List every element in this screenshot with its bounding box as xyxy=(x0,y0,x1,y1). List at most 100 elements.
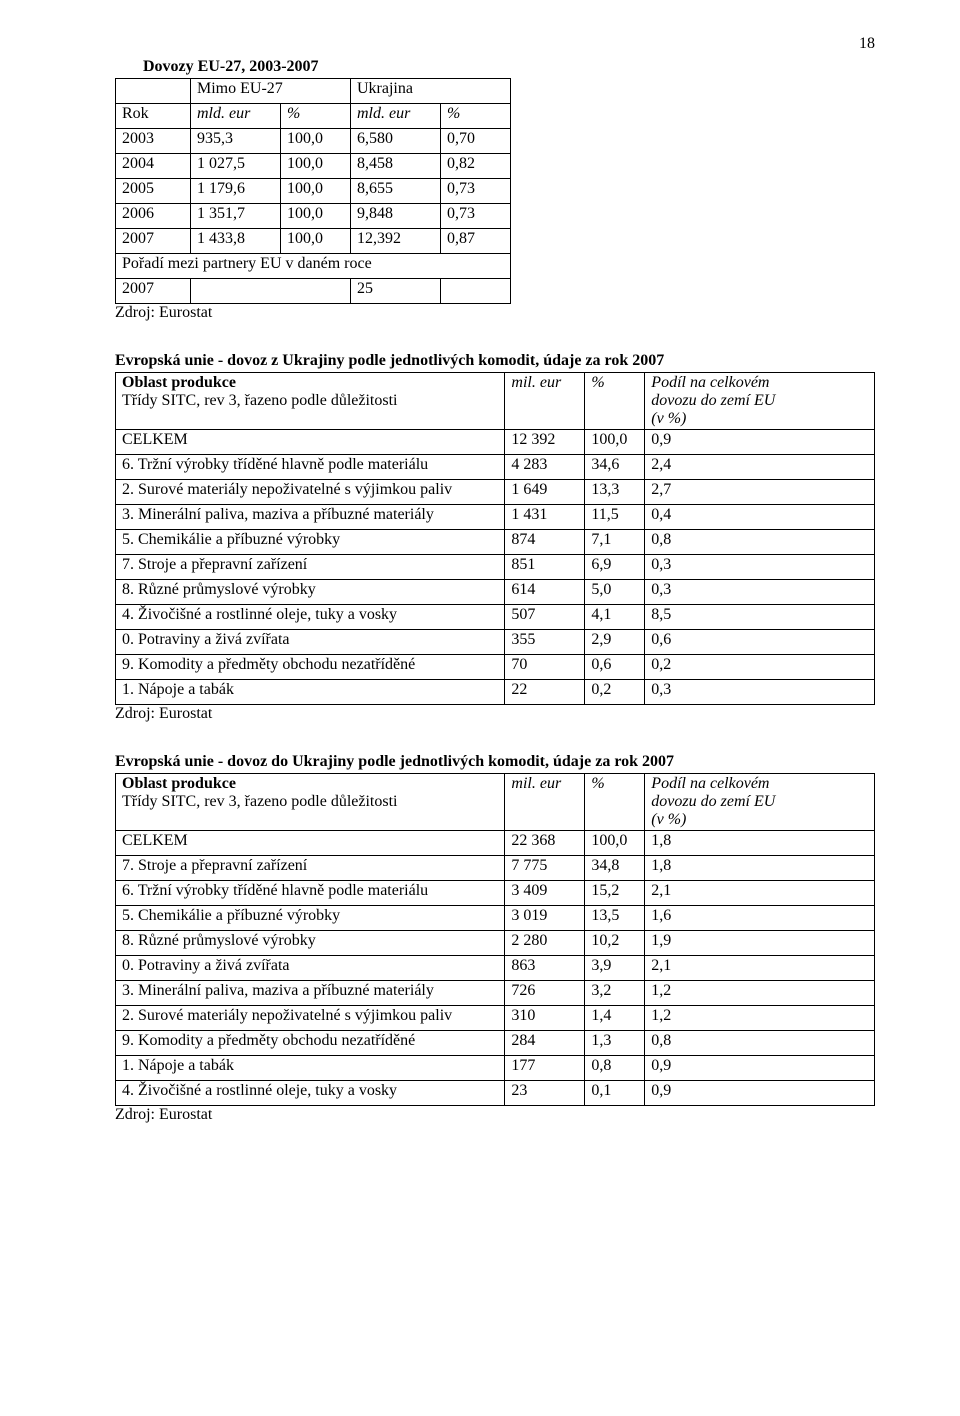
table-cell: 2,4 xyxy=(645,455,875,480)
table-cell: 13,3 xyxy=(585,480,645,505)
table-cell: 4,1 xyxy=(585,605,645,630)
table-cell: 1. Nápoje a tabák xyxy=(116,680,505,705)
table-cell: 726 xyxy=(505,981,585,1006)
table-cell: % xyxy=(585,774,645,831)
table-cell: 6,9 xyxy=(585,555,645,580)
table-cell: 2006 xyxy=(116,204,191,229)
table-cell: 6. Tržní výrobky tříděné hlavně podle ma… xyxy=(116,881,505,906)
table-cell: 0,6 xyxy=(645,630,875,655)
table-cell: 25 xyxy=(351,279,441,304)
table-cell: 1,6 xyxy=(645,906,875,931)
table-cell: 100,0 xyxy=(281,129,351,154)
table-cell: 12 392 xyxy=(505,430,585,455)
table-cell: 2007 xyxy=(116,279,191,304)
table-cell: 100,0 xyxy=(281,229,351,254)
table-cell: Oblast produkceTřídy SITC, rev 3, řazeno… xyxy=(116,373,505,430)
table-cell xyxy=(441,279,511,304)
table-cell: 0,73 xyxy=(441,204,511,229)
table-cell: 5. Chemikálie a příbuzné výrobky xyxy=(116,530,505,555)
table-cell: 2,7 xyxy=(645,480,875,505)
table-cell: 8. Různé průmyslové výrobky xyxy=(116,931,505,956)
table-cell: 863 xyxy=(505,956,585,981)
table-cell: 2 280 xyxy=(505,931,585,956)
table-cell: 70 xyxy=(505,655,585,680)
table-cell: 1,2 xyxy=(645,1006,875,1031)
table-cell: 177 xyxy=(505,1056,585,1081)
table-cell: Oblast produkceTřídy SITC, rev 3, řazeno… xyxy=(116,774,505,831)
imports-block: Dovozy EU-27, 2003-2007 Mimo EU-27Ukraji… xyxy=(115,58,875,322)
table-cell: 874 xyxy=(505,530,585,555)
table-cell: 1 649 xyxy=(505,480,585,505)
source-label: Zdroj: Eurostat xyxy=(115,1106,875,1124)
table-cell: % xyxy=(585,373,645,430)
table-cell: 8,458 xyxy=(351,154,441,179)
export-commodity-block: Evropská unie - dovoz do Ukrajiny podle … xyxy=(115,753,875,1124)
table-cell: 11,5 xyxy=(585,505,645,530)
table-cell: Rok xyxy=(116,104,191,129)
table-cell: 355 xyxy=(505,630,585,655)
table-cell: 3,9 xyxy=(585,956,645,981)
table-cell: Podíl na celkovémdovozu do zemí EU(v %) xyxy=(645,373,875,430)
table-cell: 2007 xyxy=(116,229,191,254)
table-cell: 0,9 xyxy=(645,1056,875,1081)
table-cell: 100,0 xyxy=(281,154,351,179)
table-cell: 9,848 xyxy=(351,204,441,229)
table-cell: 0,8 xyxy=(585,1056,645,1081)
table-cell: 9. Komodity a předměty obchodu nezatřídě… xyxy=(116,655,505,680)
table-cell: % xyxy=(441,104,511,129)
page: 18 Dovozy EU-27, 2003-2007 Mimo EU-27Ukr… xyxy=(0,0,960,1416)
table-cell: 34,6 xyxy=(585,455,645,480)
imports-title: Dovozy EU-27, 2003-2007 xyxy=(143,58,875,76)
export-commodity-title: Evropská unie - dovoz do Ukrajiny podle … xyxy=(115,753,875,771)
table-cell: 0,70 xyxy=(441,129,511,154)
table-cell: 4. Živočišné a rostlinné oleje, tuky a v… xyxy=(116,605,505,630)
table-cell: 3. Minerální paliva, maziva a příbuzné m… xyxy=(116,981,505,1006)
table-cell: 0. Potraviny a živá zvířata xyxy=(116,956,505,981)
table-cell: 6. Tržní výrobky tříděné hlavně podle ma… xyxy=(116,455,505,480)
table-cell: 12,392 xyxy=(351,229,441,254)
imports-table: Mimo EU-27UkrajinaRokmld. eur%mld. eur%2… xyxy=(115,78,511,304)
table-cell: 851 xyxy=(505,555,585,580)
table-cell: 1,8 xyxy=(645,856,875,881)
table-cell: 3. Minerální paliva, maziva a příbuzné m… xyxy=(116,505,505,530)
table-cell: 8,5 xyxy=(645,605,875,630)
page-number: 18 xyxy=(859,35,875,53)
table-cell: 1 431 xyxy=(505,505,585,530)
export-commodity-table: Oblast produkceTřídy SITC, rev 3, řazeno… xyxy=(115,773,875,1106)
table-cell: Ukrajina xyxy=(351,79,511,104)
table-cell: Podíl na celkovémdovozu do zemí EU(v %) xyxy=(645,774,875,831)
table-cell: 0,3 xyxy=(645,580,875,605)
table-cell: 15,2 xyxy=(585,881,645,906)
table-cell: mil. eur xyxy=(505,774,585,831)
table-cell: 1,8 xyxy=(645,831,875,856)
table-cell xyxy=(191,279,351,304)
table-cell: 1 179,6 xyxy=(191,179,281,204)
table-cell: 3 409 xyxy=(505,881,585,906)
import-commodity-block: Evropská unie - dovoz z Ukrajiny podle j… xyxy=(115,352,875,723)
table-cell: 284 xyxy=(505,1031,585,1056)
table-cell: 0,9 xyxy=(645,430,875,455)
table-cell: 22 xyxy=(505,680,585,705)
table-cell: 1,2 xyxy=(645,981,875,1006)
table-cell: 7 775 xyxy=(505,856,585,881)
table-cell: 614 xyxy=(505,580,585,605)
table-cell: 4. Živočišné a rostlinné oleje, tuky a v… xyxy=(116,1081,505,1106)
table-cell: 0,3 xyxy=(645,680,875,705)
table-cell: 935,3 xyxy=(191,129,281,154)
table-cell: 0. Potraviny a živá zvířata xyxy=(116,630,505,655)
table-cell: 3,2 xyxy=(585,981,645,1006)
table-cell: 5,0 xyxy=(585,580,645,605)
table-cell: 6,580 xyxy=(351,129,441,154)
table-cell: Mimo EU-27 xyxy=(191,79,351,104)
table-cell: CELKEM xyxy=(116,430,505,455)
table-cell: 23 xyxy=(505,1081,585,1106)
table-cell: 0,8 xyxy=(645,530,875,555)
source-label: Zdroj: Eurostat xyxy=(115,304,875,322)
table-cell: 2003 xyxy=(116,129,191,154)
table-cell: 8,655 xyxy=(351,179,441,204)
table-cell: mld. eur xyxy=(191,104,281,129)
table-cell: 1,9 xyxy=(645,931,875,956)
table-cell: 0,2 xyxy=(645,655,875,680)
table-cell: Pořadí mezi partnery EU v daném roce xyxy=(116,254,511,279)
table-cell: 0,3 xyxy=(645,555,875,580)
